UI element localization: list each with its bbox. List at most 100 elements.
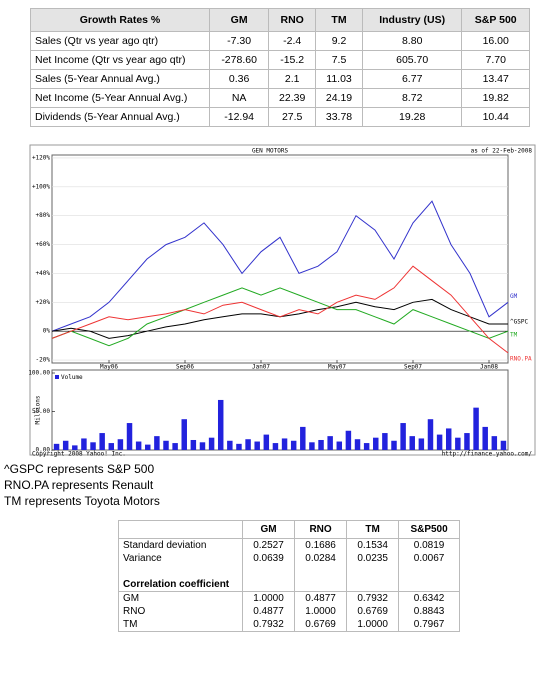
cell: 0.0235 [346, 552, 400, 565]
cell: RNO [118, 605, 243, 618]
cell [294, 565, 348, 578]
volume-bar [263, 434, 270, 450]
stats-table: GM RNO TM S&P500 Standard deviation 0.2527 0.1… [118, 520, 460, 632]
cell: 0.0639 [241, 552, 296, 565]
chart-frame [29, 144, 536, 456]
header-row: GM RNO TM S&P500 [118, 520, 460, 539]
cell: 0.6769 [294, 618, 348, 632]
volume-bar [391, 440, 397, 450]
cell: Sales (5-Year Annual Avg.) [30, 69, 210, 89]
volume-bar [135, 441, 142, 450]
header-cell: GM [208, 8, 270, 32]
notes: ^GSPC represents S&P 500 RNO.PA represent… [4, 461, 160, 509]
cell [346, 565, 400, 578]
header-cell: GM [241, 520, 296, 539]
y-tick-label: +20% [36, 299, 51, 306]
cell: 1.0000 [241, 591, 296, 605]
chart-title: GEN MOTORS [252, 148, 289, 155]
cell: 1.0000 [294, 605, 348, 618]
volume-bar [427, 419, 434, 450]
volume-bar [409, 436, 415, 450]
y-tick-label: 50.00 [32, 408, 50, 415]
cell: -15.2 [268, 50, 317, 70]
x-tick-label: May07 [328, 364, 346, 371]
y-tick-label: +40% [36, 270, 51, 277]
header-cell: TM [346, 520, 400, 539]
volume-bar [345, 430, 352, 450]
cell: 27.5 [268, 107, 317, 127]
volume-bar [382, 433, 388, 450]
volume-bar [145, 444, 151, 450]
volume-bar [354, 439, 361, 450]
cell: 0.1686 [294, 538, 348, 552]
cell: 11.03 [315, 69, 363, 89]
volume-bar [72, 445, 78, 450]
x-tick-label: May06 [100, 364, 118, 371]
row: Net Income (Qtr vs year ago qtr) -278.60-… [30, 50, 530, 70]
volume-bar [181, 419, 187, 450]
cell [241, 578, 296, 592]
volume-bar [172, 443, 178, 450]
volume-bar [227, 440, 233, 450]
cell: 16.00 [461, 31, 530, 51]
y-tick-label: +100% [32, 183, 50, 190]
series-label: TM [510, 332, 518, 339]
volume-bar [245, 439, 251, 450]
volume-bar [199, 442, 206, 450]
cell: 0.7932 [241, 618, 296, 632]
cell: 10.44 [461, 107, 530, 127]
cell: 0.1534 [346, 538, 400, 552]
volume-bar [236, 443, 242, 450]
row: Dividends (5-Year Annual Avg.) -12.94 27.5… [30, 107, 530, 127]
series-label: ^GSPC [510, 319, 528, 326]
volume-bar [62, 440, 69, 450]
cell: Standard deviation [118, 538, 243, 552]
volume-bar [108, 443, 115, 450]
volume-bar [163, 440, 169, 450]
volume-bar [363, 443, 370, 450]
volume-bar [400, 423, 406, 450]
cell: 6.77 [361, 69, 463, 89]
cell: 605.70 [361, 50, 463, 70]
volume-bar [126, 423, 133, 450]
copyright: Copyright 2008 Yahoo! Inc. [32, 451, 126, 458]
x-tick-label: Sep06 [176, 364, 194, 371]
volume-plot [51, 369, 509, 451]
cell: 0.7932 [346, 591, 400, 605]
cell: 0.4877 [294, 591, 348, 605]
cell [346, 578, 400, 592]
volume-bar [418, 438, 425, 450]
row: Sales (Qtr vs year ago qtr) -7.30 -2.4 9.2 8… [30, 31, 530, 51]
cell [118, 565, 243, 578]
cell: GM [118, 591, 243, 605]
header-cell: S&P500 [398, 520, 460, 539]
volume-bar [373, 437, 379, 450]
row: RNO 0.4877 1.0000 0.6769 0.8843 [118, 605, 460, 618]
cell: 1.0000 [346, 618, 400, 632]
y-axis-label: Millions [35, 395, 42, 424]
cell [241, 565, 296, 578]
cell: -278.60 [208, 50, 270, 70]
volume-bar [491, 436, 498, 450]
x-tick-label: Sep07 [404, 364, 422, 371]
price-plot [51, 154, 509, 364]
cell: -7.30 [208, 31, 270, 51]
cell: 7.70 [461, 50, 530, 70]
volume-bar [300, 426, 306, 450]
series-line [51, 200, 509, 332]
volume-bar [290, 440, 297, 450]
cell: 0.0819 [398, 538, 460, 552]
header-cell: Growth Rates % [30, 8, 210, 32]
cell: 19.82 [461, 88, 530, 108]
volume-bar [318, 439, 324, 450]
series-line [51, 265, 509, 354]
cell: 24.19 [315, 88, 363, 108]
cell: Variance [118, 552, 243, 565]
row: Sales (5-Year Annual Avg.) 0.36 2.1 11.03 6.… [30, 69, 530, 89]
cell: Dividends (5-Year Annual Avg.) [30, 107, 210, 127]
cell [398, 565, 460, 578]
header-row: Growth Rates % GM RNO TM Industry (US) S&P 50… [30, 8, 530, 32]
cell: 33.78 [315, 107, 363, 127]
volume-bar [190, 439, 197, 450]
note: TM represents Toyota Motors [4, 494, 160, 508]
